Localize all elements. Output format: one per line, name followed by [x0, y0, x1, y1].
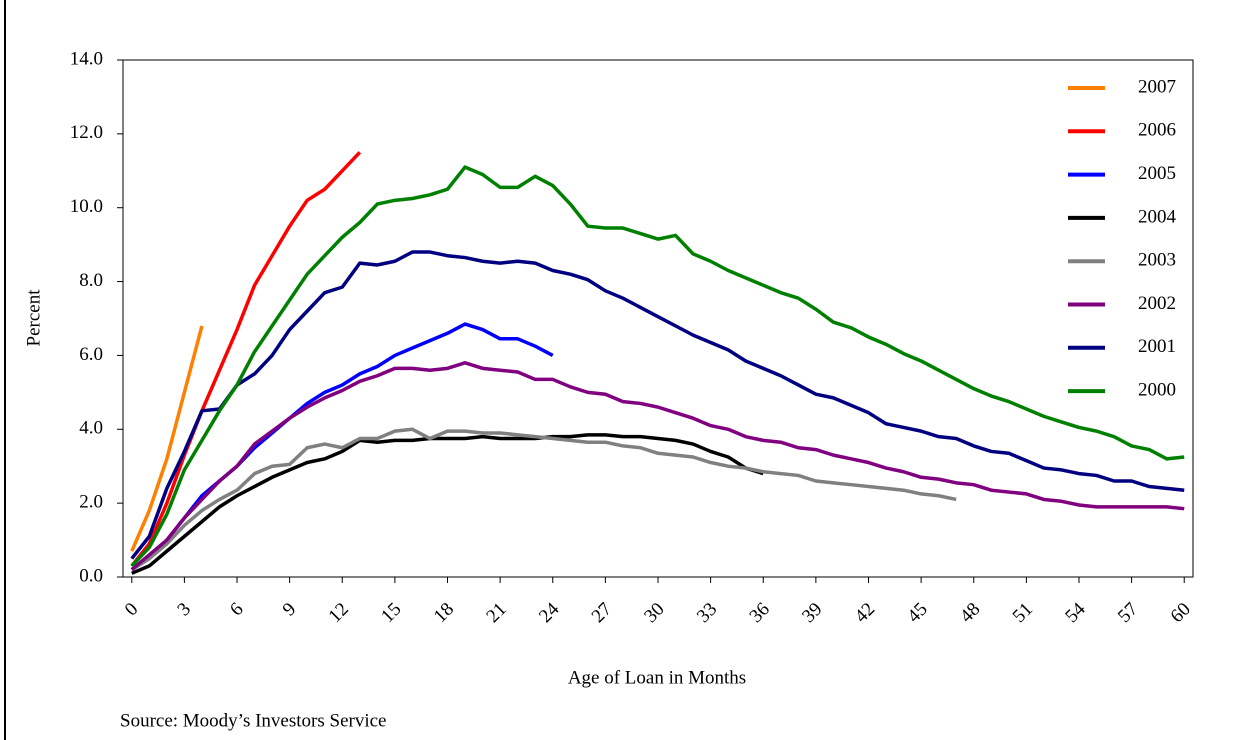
- legend-label: 2005: [1138, 163, 1176, 184]
- y-tick-label: 14.0: [70, 48, 103, 69]
- series-line: [130, 322, 554, 572]
- x-tick-label: 60: [1167, 599, 1195, 627]
- y-tick-label: 0.0: [79, 565, 103, 586]
- series-line: [130, 151, 362, 568]
- series-line: [130, 361, 1185, 571]
- y-tick-label: 12.0: [70, 122, 103, 143]
- series-line: [130, 427, 957, 572]
- x-tick-label: 24: [535, 598, 564, 627]
- y-axis-title: Percent: [23, 289, 44, 347]
- y-tick-label: 6.0: [79, 344, 103, 365]
- x-tick-label: 15: [377, 599, 405, 627]
- x-tick-label: 9: [279, 599, 301, 621]
- series-line: [130, 325, 204, 552]
- legend-label: 2001: [1138, 336, 1176, 357]
- x-tick-label: 30: [640, 599, 668, 627]
- x-tick-label: 0: [121, 599, 143, 621]
- x-tick-label: 21: [482, 599, 510, 627]
- series-line: [130, 165, 1185, 568]
- x-tick-label: 51: [1009, 599, 1037, 627]
- x-tick-label: 33: [693, 599, 721, 627]
- x-tick-label: 39: [798, 599, 826, 627]
- x-tick-label: 54: [1061, 598, 1090, 627]
- legend-label: 2003: [1138, 250, 1176, 271]
- y-tick-label: 2.0: [79, 492, 103, 513]
- source-note: Source: Moody’s Investors Service: [120, 710, 386, 731]
- x-tick-label: 18: [430, 599, 458, 627]
- legend-label: 2000: [1138, 379, 1176, 400]
- x-tick-label: 36: [746, 599, 774, 627]
- legend-label: 2004: [1138, 206, 1177, 227]
- series-line: [131, 433, 764, 575]
- x-tick-label: 57: [1114, 599, 1142, 627]
- x-tick-label: 42: [851, 599, 879, 627]
- x-axis-title: Age of Loan in Months: [568, 667, 746, 688]
- y-tick-label: 10.0: [70, 196, 103, 217]
- x-tick-label: 48: [956, 599, 984, 627]
- legend-label: 2006: [1138, 120, 1176, 141]
- y-tick-label: 8.0: [79, 270, 103, 291]
- x-tick-label: 6: [226, 599, 248, 621]
- x-tick-label: 3: [173, 599, 195, 621]
- x-tick-label: 45: [903, 599, 931, 627]
- legend-label: 2002: [1138, 293, 1176, 314]
- y-tick-label: 4.0: [79, 418, 103, 439]
- x-tick-label: 12: [325, 599, 353, 627]
- legend-label: 2007: [1138, 76, 1176, 97]
- x-tick-label: 27: [588, 599, 616, 627]
- series-line: [130, 250, 1185, 560]
